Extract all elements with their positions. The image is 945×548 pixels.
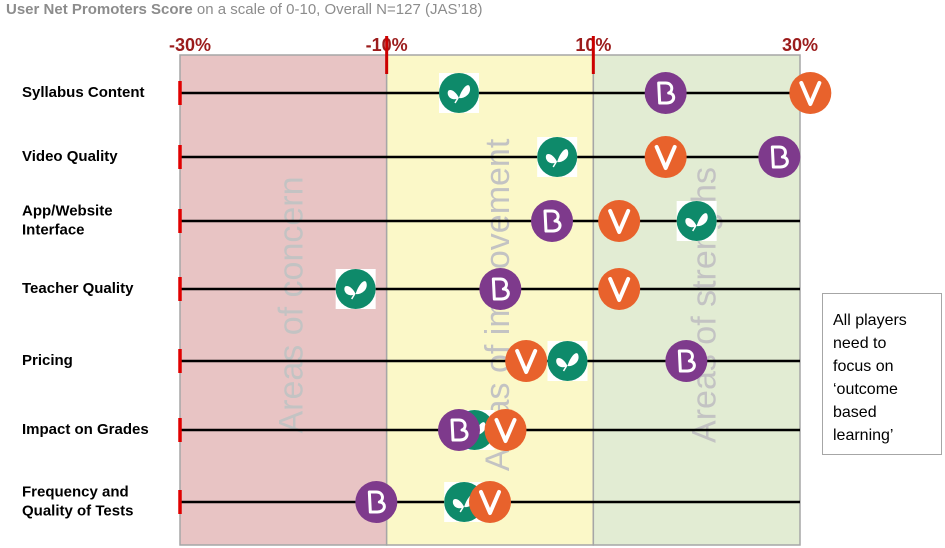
icon-disc <box>479 268 522 310</box>
b-shape <box>657 81 676 105</box>
butterfly-shape <box>545 149 569 164</box>
butterfly-tail <box>552 161 557 168</box>
icon-disc <box>531 200 573 242</box>
callout-line: need to <box>833 335 887 352</box>
chart-title-rest: on a scale of 0-10, Overall N=127 (JAS’1… <box>192 1 483 18</box>
butterfly-tail <box>351 293 356 300</box>
row-label: Pricing <box>22 352 73 369</box>
b-logo-icon <box>758 136 801 178</box>
callout-box: All players need to focus on ‘outcome ba… <box>822 293 942 455</box>
v-shape <box>479 490 501 515</box>
b-logo-icon <box>438 409 480 451</box>
b-logo-icon <box>665 340 708 382</box>
butterfly-tail <box>692 225 697 232</box>
row-label: Video Quality <box>22 148 118 165</box>
butterfly-logo-icon <box>676 201 717 241</box>
v-shape <box>608 277 631 302</box>
x-tick-label: 30% <box>782 35 818 55</box>
b-logo-icon <box>479 268 522 310</box>
icon-disc <box>547 341 588 381</box>
b-shape <box>450 418 469 442</box>
butterfly-shape <box>344 281 367 296</box>
icon-disc <box>439 73 479 113</box>
chart-title-bold: User Net Promoters Score <box>6 1 193 18</box>
icon-disc <box>644 136 687 178</box>
callout-line: focus on <box>833 358 894 375</box>
row-label: Syllabus Content <box>22 84 145 101</box>
icon-disc <box>469 481 511 523</box>
v-logo-icon <box>598 200 641 242</box>
callout-line: All players <box>833 312 907 329</box>
v-shape <box>608 209 631 234</box>
callout-line: learning’ <box>833 427 894 444</box>
b-shape <box>367 490 386 514</box>
icon-disc <box>537 137 578 177</box>
icon-disc <box>598 268 641 310</box>
butterfly-tail <box>459 506 464 513</box>
b-logo-icon <box>531 200 573 242</box>
icon-disc <box>644 72 687 114</box>
v-shape <box>494 418 517 443</box>
butterfly-tail <box>454 97 459 104</box>
icon-disc <box>665 340 708 382</box>
b-logo-icon <box>355 481 398 523</box>
icon-disc <box>758 136 801 178</box>
icon-disc <box>789 72 832 114</box>
v-shape <box>515 349 538 374</box>
chart-title: User Net Promoters Score on a scale of 0… <box>6 0 482 20</box>
b-shape <box>491 277 510 301</box>
x-tick-label: -30% <box>169 35 211 55</box>
v-logo-icon <box>469 481 511 523</box>
callout-line: ‘outcome <box>833 381 898 398</box>
icon-disc <box>355 481 398 523</box>
icon-disc <box>438 409 480 451</box>
icon-disc <box>598 200 641 242</box>
icon-disc <box>335 269 376 309</box>
row-label: App/Website Interface <box>22 203 113 239</box>
v-logo-icon <box>598 268 641 310</box>
b-shape <box>677 349 696 373</box>
row-label: Impact on Grades <box>22 421 149 438</box>
icon-disc <box>505 340 548 382</box>
b-shape <box>770 145 789 169</box>
b-logo-icon <box>644 72 687 114</box>
v-logo-icon <box>484 409 527 451</box>
butterfly-shape <box>447 85 471 100</box>
v-logo-icon <box>644 136 687 178</box>
butterfly-shape <box>556 353 579 368</box>
b-shape <box>543 209 562 233</box>
v-logo-icon <box>789 72 832 114</box>
v-shape <box>799 81 822 106</box>
row-label: Teacher Quality <box>22 280 134 297</box>
butterfly-shape <box>685 213 708 228</box>
callout-line: based <box>833 404 877 421</box>
butterfly-logo-icon <box>439 73 479 113</box>
icon-disc <box>676 201 717 241</box>
row-label: Frequency and Quality of Tests <box>22 484 133 520</box>
v-shape <box>654 145 677 170</box>
icon-disc <box>484 409 527 451</box>
butterfly-tail <box>562 365 568 372</box>
butterfly-logo-icon <box>547 341 588 381</box>
zone-label: Areas of concern <box>272 176 310 433</box>
butterfly-logo-icon <box>335 269 376 309</box>
butterfly-logo-icon <box>537 137 578 177</box>
v-logo-icon <box>505 340 548 382</box>
